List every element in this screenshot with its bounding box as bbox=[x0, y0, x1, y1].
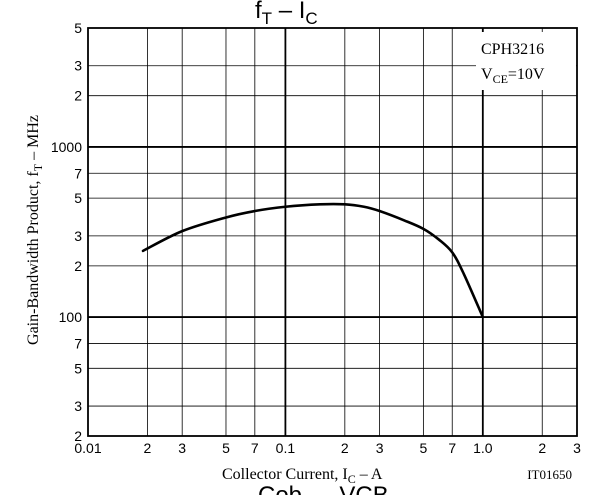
x-tick-label: 2 bbox=[341, 440, 349, 456]
y-tick-label: 7 bbox=[74, 335, 82, 351]
y-tick-label: 2 bbox=[74, 258, 82, 274]
y-tick-label: 3 bbox=[74, 228, 82, 244]
x-tick-label: 5 bbox=[419, 440, 427, 456]
x-tick-label: 7 bbox=[448, 440, 456, 456]
plot-border bbox=[87, 27, 578, 437]
x-tick-label: 7 bbox=[251, 440, 259, 456]
legend-condition: VCE=10V bbox=[481, 66, 545, 86]
x-tick-label: 0.1 bbox=[276, 440, 296, 456]
x-axis-label: Collector Current, IC – A bbox=[222, 466, 383, 486]
x-tick-label: 2 bbox=[538, 440, 546, 456]
series bbox=[141, 202, 485, 319]
y-tick-label: 1000 bbox=[51, 139, 82, 155]
y-tick-label: 7 bbox=[74, 165, 82, 181]
chart-title: fT – IC bbox=[255, 0, 318, 28]
y-tick-label: 5 bbox=[74, 190, 82, 206]
x-tick-label: 0.01 bbox=[74, 440, 101, 456]
x-tick-label: 5 bbox=[222, 440, 230, 456]
y-tick-label: 3 bbox=[74, 58, 82, 74]
x-tick-label: 2 bbox=[144, 440, 152, 456]
legend: CPH3216 VCE=10V bbox=[476, 32, 576, 90]
y-axis-label: Gain-Bandwidth Product, fT – MHz bbox=[25, 115, 45, 345]
x-tick-label: 1.0 bbox=[473, 440, 493, 456]
plot-frame bbox=[87, 27, 578, 437]
series-line bbox=[141, 202, 485, 319]
legend-background bbox=[476, 32, 576, 90]
figure-code: IT01650 bbox=[527, 467, 572, 482]
y-tick-label: 2 bbox=[74, 88, 82, 104]
y-tick-labels: 2 3 5 7 100 2 3 5 7 1000 2 3 5 bbox=[51, 20, 82, 444]
x-tick-label: 3 bbox=[178, 440, 186, 456]
y-tick-label: 100 bbox=[59, 309, 83, 325]
legend-device: CPH3216 bbox=[481, 41, 544, 58]
y-tick-label: 2 bbox=[74, 428, 82, 444]
x-tick-label: 3 bbox=[573, 440, 581, 456]
x-tick-labels: 0.01 2 3 5 7 0.1 2 3 5 7 1.0 2 3 bbox=[74, 440, 581, 456]
y-tick-label: 5 bbox=[74, 360, 82, 376]
next-chart-title-fragment: Cob — VCB bbox=[258, 482, 389, 495]
y-tick-label: 5 bbox=[74, 20, 82, 36]
y-tick-label: 3 bbox=[74, 398, 82, 414]
x-tick-label: 3 bbox=[376, 440, 384, 456]
